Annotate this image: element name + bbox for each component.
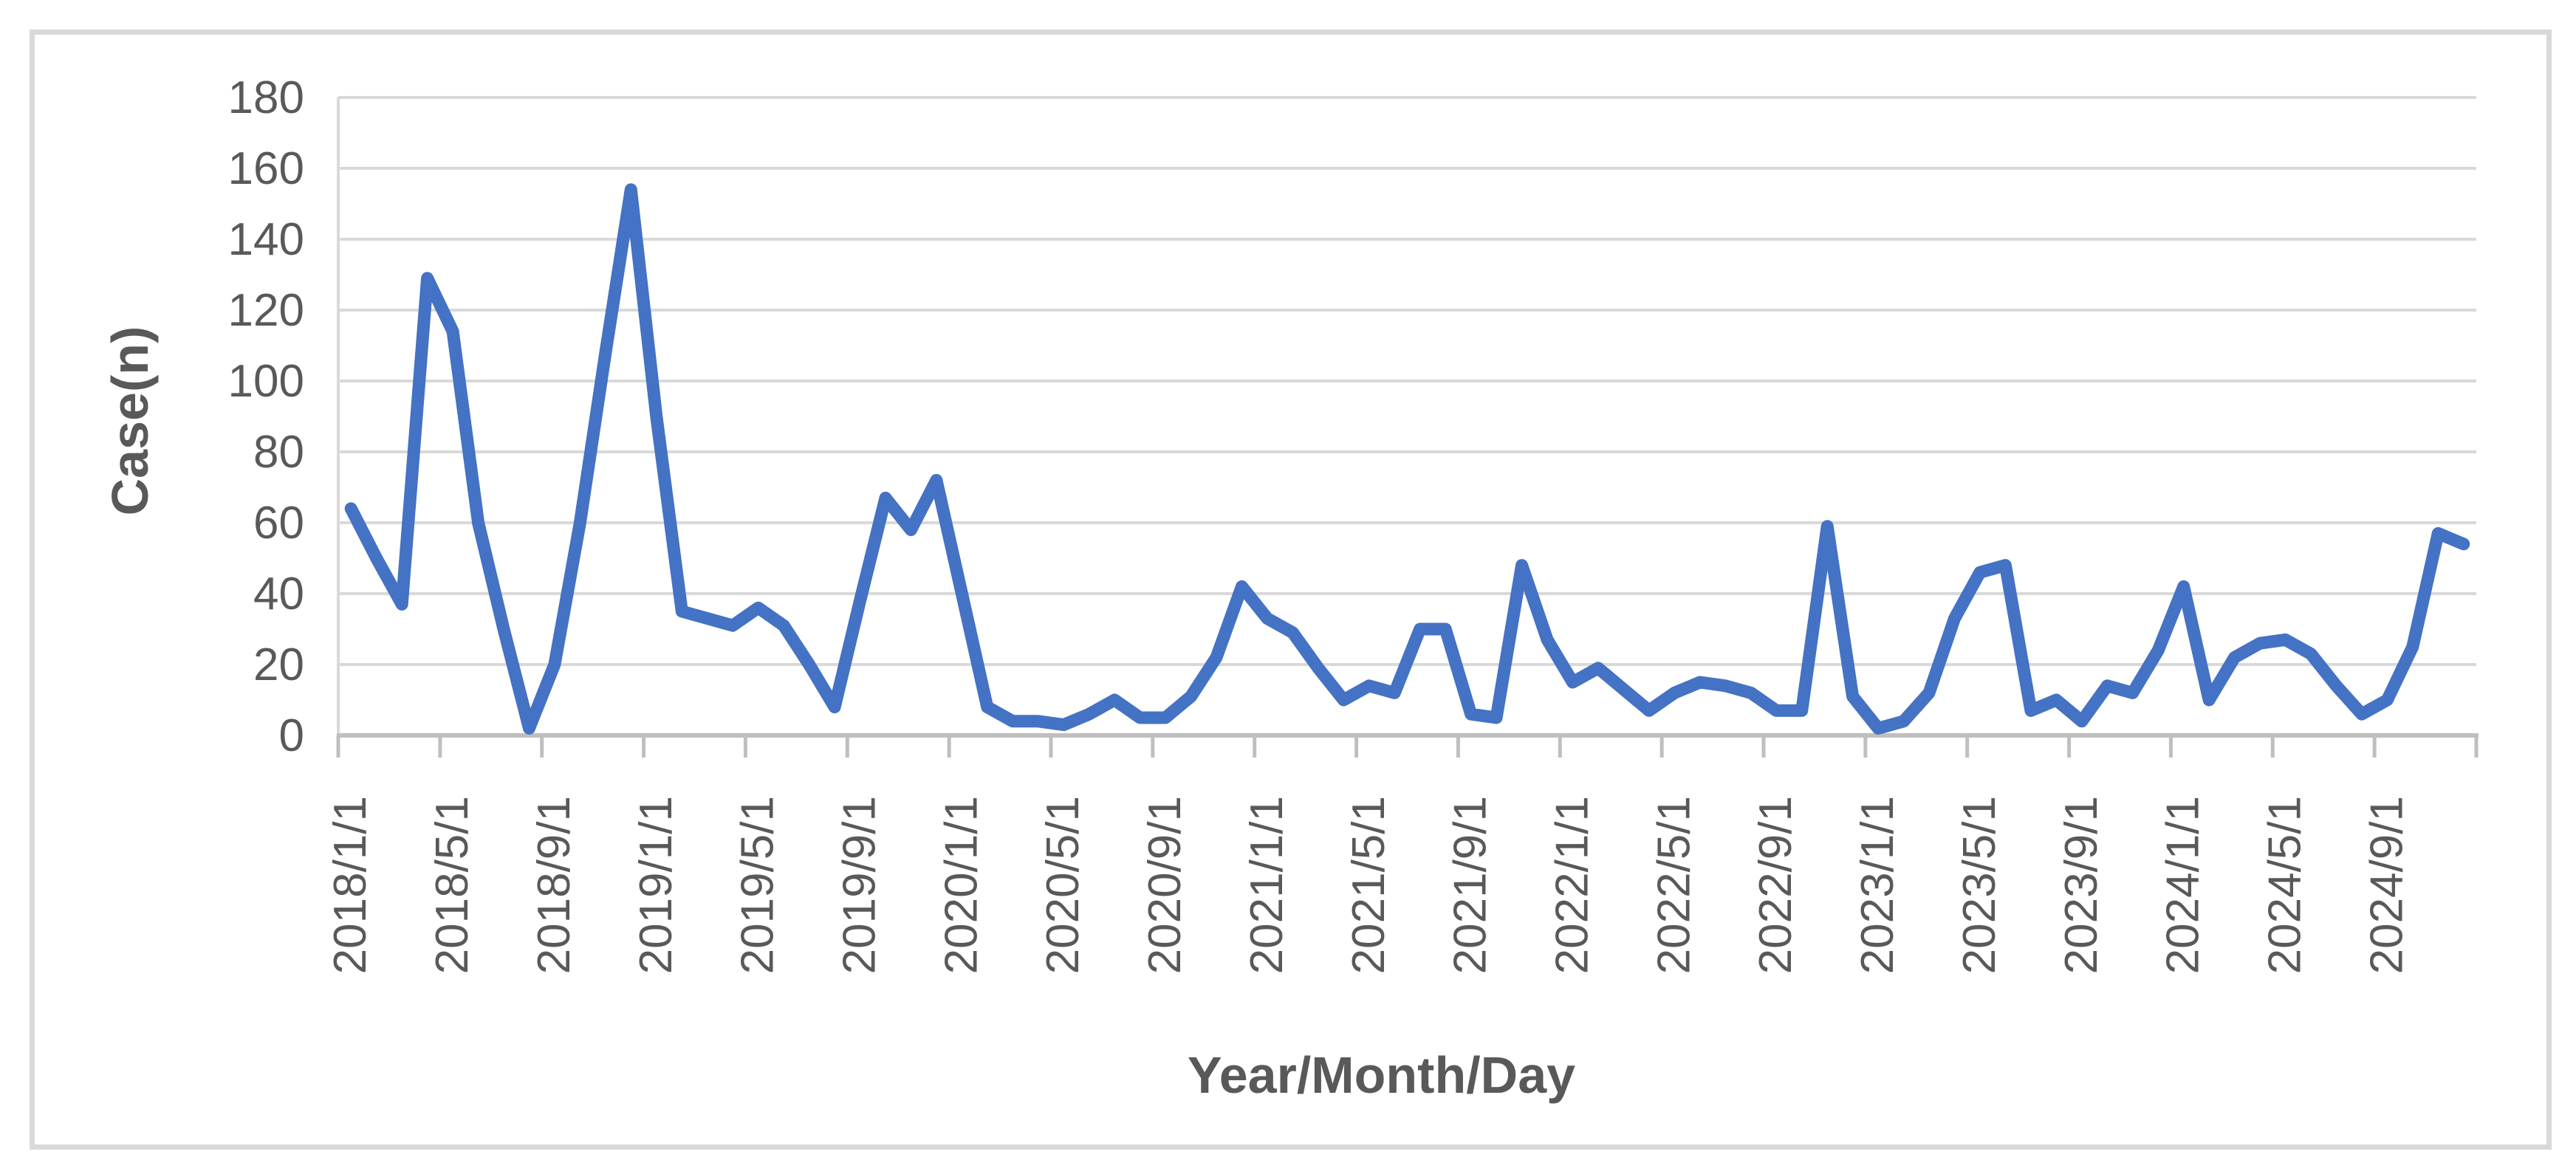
y-tick-label: 140 [228, 214, 304, 265]
y-tick-label: 160 [228, 143, 304, 194]
y-tick-label: 120 [228, 285, 304, 336]
x-tick-label: 2021/9/1 [1445, 796, 1496, 974]
gridlines-group [338, 96, 2476, 666]
y-tick-label: 100 [228, 356, 304, 407]
x-tick-label: 2021/1/1 [1241, 796, 1292, 974]
x-tick-label: 2018/1/1 [325, 796, 376, 974]
y-tick-label: 40 [253, 569, 304, 619]
x-tick-label: 2020/1/1 [936, 796, 987, 974]
x-tick-label: 2018/9/1 [529, 796, 580, 974]
y-tick-label: 20 [253, 639, 304, 690]
x-tick-label: 2024/5/1 [2260, 796, 2311, 974]
y-tick-label: 60 [253, 498, 304, 549]
y-tick-label: 0 [279, 710, 304, 761]
x-tick-label: 2019/5/1 [733, 796, 784, 974]
x-tick-label: 2022/5/1 [1648, 796, 1699, 974]
x-tick-label: 2023/9/1 [2056, 796, 2107, 974]
data-series-group [344, 183, 2470, 735]
x-axis-title: Year/Month/Day [1188, 1046, 1575, 1104]
x-tick-label: 2019/9/1 [835, 796, 886, 974]
axes-group [336, 97, 2479, 758]
x-tick-label: 2022/9/1 [1750, 796, 1801, 974]
y-tick-labels-group: 0 20 40 60 80 100 120 140 160 180 [228, 72, 304, 761]
x-tick-label: 2023/5/1 [1954, 796, 2005, 974]
chart-outer-border [30, 30, 2552, 1150]
x-tick-label: 2024/1/1 [2158, 796, 2209, 974]
x-tick-label: 2023/1/1 [1852, 796, 1903, 974]
x-tick-labels-group: 2018/1/1 2018/5/1 2018/9/1 2019/1/1 2019/5/1… [325, 796, 2412, 974]
x-tick-label: 2024/9/1 [2361, 796, 2412, 974]
y-tick-label: 80 [253, 427, 304, 478]
y-axis-title: Case(n) [101, 326, 159, 516]
x-tick-label: 2021/5/1 [1343, 796, 1394, 974]
x-tick-label: 2018/5/1 [427, 796, 478, 974]
x-tick-label: 2020/9/1 [1140, 796, 1191, 974]
x-tick-label: 2020/5/1 [1038, 796, 1089, 974]
y-tick-label: 180 [228, 72, 304, 123]
x-tick-label: 2019/1/1 [631, 796, 682, 974]
x-tick-label: 2022/1/1 [1547, 796, 1598, 974]
series-line [344, 183, 2470, 735]
